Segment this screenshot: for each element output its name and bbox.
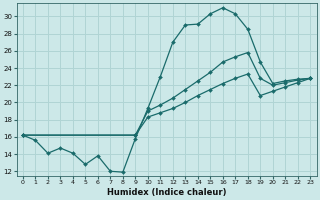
X-axis label: Humidex (Indice chaleur): Humidex (Indice chaleur) <box>107 188 226 197</box>
